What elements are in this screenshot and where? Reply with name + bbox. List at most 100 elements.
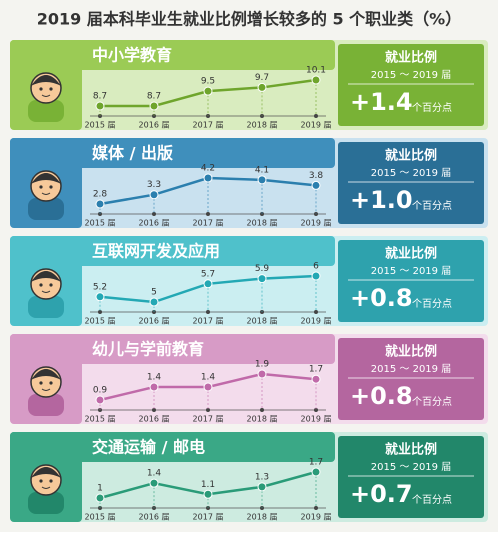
icon-eye: [39, 185, 43, 189]
x-tick-label: 2017 届: [193, 415, 224, 424]
point: [257, 274, 267, 284]
summary-period: 2015 ～ 2019 届: [371, 69, 451, 81]
point: [95, 199, 105, 209]
summary-label: 就业比例: [385, 442, 437, 458]
summary-label: 就业比例: [385, 50, 437, 66]
icon-body: [28, 296, 64, 318]
icon-mouth: [41, 290, 51, 293]
icon-eye: [49, 185, 53, 189]
x-tick-label: 2019 届: [301, 317, 332, 326]
panel-header: [10, 138, 335, 168]
summary-period: 2015 ～ 2019 届: [371, 461, 451, 473]
x-tick-label: 2015 届: [85, 317, 116, 326]
x-tick-label: 2017 届: [193, 513, 224, 522]
data-label: 1.4: [201, 373, 216, 383]
data-label: 4.1: [255, 165, 269, 175]
summary-box: [338, 240, 484, 322]
summary-label: 就业比例: [385, 344, 437, 360]
x-tick-label: 2016 届: [139, 513, 170, 522]
panel-title: 交通运输 / 邮电: [92, 438, 205, 457]
data-label: 1.7: [309, 458, 323, 468]
point: [311, 271, 321, 281]
panel-header: [10, 334, 335, 364]
point: [257, 82, 267, 92]
data-label: 5.9: [255, 264, 270, 274]
summary-change: +0.8: [350, 284, 413, 312]
x-tick-label: 2018 届: [247, 219, 278, 228]
x-tick-label: 2018 届: [247, 415, 278, 424]
point: [95, 292, 105, 302]
point: [203, 86, 213, 96]
panel-header: [10, 236, 335, 266]
data-label: 8.7: [147, 92, 161, 102]
axis-dot: [314, 310, 318, 314]
point: [149, 478, 159, 488]
icon-body: [28, 100, 64, 122]
panel-header: [10, 432, 335, 462]
data-label: 9.5: [201, 77, 215, 87]
x-tick-label: 2019 届: [301, 219, 332, 228]
axis-dot: [206, 212, 210, 216]
data-label: 1.4: [147, 373, 162, 383]
data-label: 10.1: [306, 66, 326, 76]
point: [95, 493, 105, 503]
panel-title: 中小学教育: [92, 46, 172, 65]
point: [311, 467, 321, 477]
summary-period: 2015 ～ 2019 届: [371, 167, 451, 179]
x-tick-label: 2016 届: [139, 121, 170, 130]
summary-box: [338, 142, 484, 224]
point: [257, 369, 267, 379]
summary-box: [338, 436, 484, 518]
data-label: 2.8: [93, 190, 108, 200]
summary-label: 就业比例: [385, 148, 437, 164]
point: [95, 101, 105, 111]
data-label: 9.7: [255, 73, 269, 83]
point: [149, 190, 159, 200]
icon-hair: [31, 271, 61, 282]
x-tick-label: 2015 届: [85, 121, 116, 130]
axis-dot: [314, 114, 318, 118]
x-tick-label: 2019 届: [301, 513, 332, 522]
icon-eye: [49, 479, 53, 483]
x-tick-label: 2015 届: [85, 415, 116, 424]
data-label: 1.9: [255, 360, 270, 370]
panel-title: 互联网开发及应用: [92, 242, 220, 261]
icon-eye: [49, 381, 53, 385]
summary-change: +0.8: [350, 382, 413, 410]
x-tick-label: 2018 届: [247, 513, 278, 522]
data-label: 1.1: [201, 480, 215, 490]
icon-eye: [49, 87, 53, 91]
icon-mouth: [41, 388, 51, 391]
icon-eye: [49, 283, 53, 287]
panel-title: 媒体 / 出版: [92, 144, 173, 163]
point: [149, 297, 159, 307]
icon-hair: [31, 173, 61, 184]
icon-body: [28, 394, 64, 416]
axis-dot: [206, 408, 210, 412]
point: [311, 180, 321, 190]
data-label: 1.3: [255, 472, 269, 482]
summary-period: 2015 ～ 2019 届: [371, 363, 451, 375]
icon-mouth: [41, 486, 51, 489]
data-label: 5.2: [93, 282, 107, 292]
data-label: 1: [97, 484, 103, 494]
summary-period: 2015 ～ 2019 届: [371, 265, 451, 277]
data-label: 3.8: [309, 171, 324, 181]
axis-dot: [314, 506, 318, 510]
point: [257, 175, 267, 185]
x-tick-label: 2018 届: [247, 317, 278, 326]
data-label: 1.4: [147, 469, 162, 479]
x-tick-label: 2016 届: [139, 219, 170, 228]
summary-change: +0.7: [350, 480, 413, 508]
summary-box: [338, 44, 484, 126]
data-label: 0.9: [93, 386, 108, 396]
icon-hair: [31, 467, 61, 478]
x-tick-label: 2019 届: [301, 415, 332, 424]
x-tick-label: 2019 届: [301, 121, 332, 130]
data-label: 3.3: [147, 180, 161, 190]
data-label: 5.7: [201, 269, 215, 279]
summary-unit: 个百分点: [412, 494, 452, 506]
icon-mouth: [41, 192, 51, 195]
axis-dot: [260, 212, 264, 216]
